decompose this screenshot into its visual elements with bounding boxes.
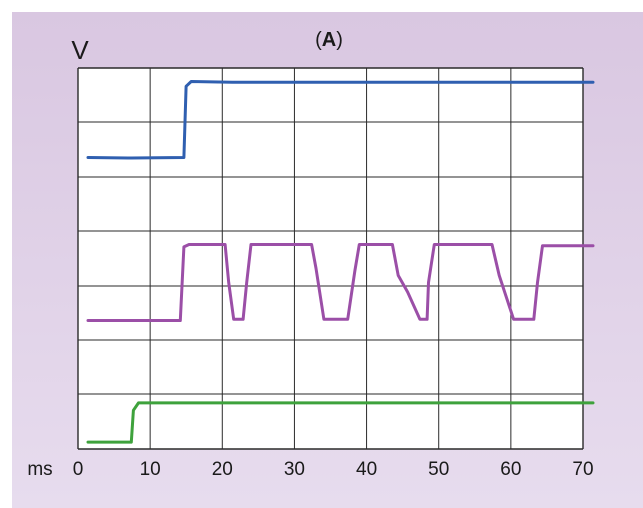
x-tick-label: 50 bbox=[428, 459, 449, 480]
grid bbox=[77, 67, 584, 450]
x-tick-label: 70 bbox=[572, 459, 593, 480]
x-tick-label: 10 bbox=[140, 459, 161, 480]
x-tick-label: 40 bbox=[356, 459, 377, 480]
plot-area bbox=[78, 68, 583, 449]
series-line-3 bbox=[86, 401, 595, 444]
x-axis-label: ms bbox=[27, 459, 52, 480]
series-line-1 bbox=[86, 80, 595, 160]
labels-group: 0 10 20 30 40 50 60 70 ms V (A) bbox=[27, 29, 593, 480]
y-axis-label: V bbox=[71, 35, 89, 65]
x-tick-label: 60 bbox=[500, 459, 521, 480]
x-tick-label: 20 bbox=[212, 459, 233, 480]
panel-label: (A) bbox=[315, 29, 343, 51]
x-tick-label: 0 bbox=[73, 459, 84, 480]
x-tick-label: 30 bbox=[284, 459, 305, 480]
series-group bbox=[86, 80, 595, 444]
series-line-2 bbox=[86, 243, 595, 322]
